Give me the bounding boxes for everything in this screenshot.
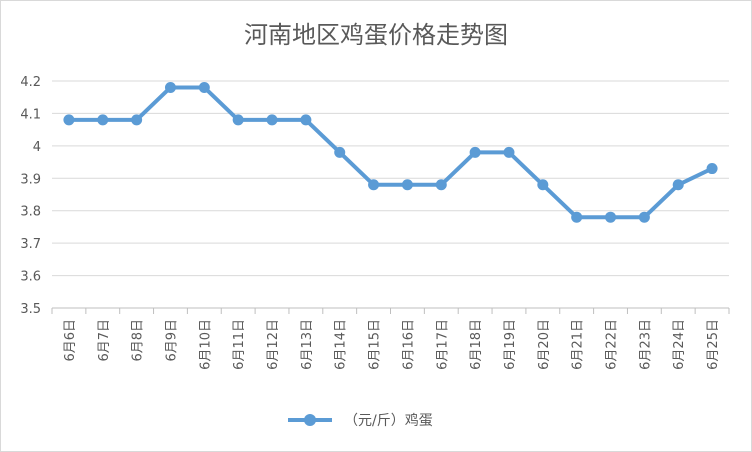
x-tick-label: 6月16日 [401,319,416,370]
data-point[interactable] [706,163,718,175]
x-tick-label: 6月7日 [97,319,112,362]
x-axis [51,307,730,314]
data-point[interactable] [435,179,447,191]
legend[interactable]: （元/斤）鸡蛋 [288,412,433,429]
data-point[interactable] [503,146,515,158]
y-tick-label: 3.7 [20,237,41,252]
data-point[interactable] [63,114,75,126]
data-point[interactable] [368,179,380,191]
x-axis-ticks: 6月6日 6月7日 6月8日 6月9日 6月10日 6月11日 6月12日 6月13日 6月14… [63,319,721,370]
data-point[interactable] [300,114,312,126]
series-line-layer [63,81,718,223]
data-point[interactable] [198,81,210,93]
series-line [66,85,715,220]
x-tick-label: 6月14日 [334,319,349,370]
y-tick-label: 4.2 [20,75,41,90]
data-point[interactable] [131,114,143,126]
x-tick-label: 6月19日 [503,319,518,370]
data-point[interactable] [605,211,617,223]
x-tick-label: 6月15日 [368,319,383,370]
x-tick-label: 6月9日 [164,319,179,362]
x-tick-label: 6月20日 [537,319,552,370]
data-point[interactable] [469,146,481,158]
data-point[interactable] [571,211,583,223]
y-tick-label: 4.1 [20,107,41,122]
x-tick-label: 6月22日 [605,319,620,370]
y-tick-label: 3.6 [20,270,41,285]
y-tick-label: 3.9 [20,172,41,187]
x-tick-label: 6月18日 [469,319,484,370]
gridlines [52,80,729,277]
chart-title: 河南地区鸡蛋价格走势图 [244,21,508,49]
data-point[interactable] [232,114,244,126]
x-tick-label: 6月23日 [638,319,653,370]
x-tick-label: 6月6日 [63,319,78,362]
x-tick-label: 6月11日 [232,319,247,370]
data-point[interactable] [672,179,684,191]
x-tick-label: 6月10日 [198,319,213,370]
y-tick-label: 3.5 [20,302,41,317]
data-point[interactable] [97,114,109,126]
data-point[interactable] [401,179,413,191]
legend-swatch-marker [304,414,316,426]
y-tick-label: 4 [33,140,41,155]
data-point[interactable] [638,211,650,223]
x-tick-label: 6月21日 [571,319,586,370]
x-tick-label: 6月24日 [672,319,687,370]
data-point[interactable] [334,146,346,158]
data-point[interactable] [164,81,176,93]
x-tick-label: 6月13日 [300,319,315,370]
x-tick-label: 6月17日 [435,319,450,370]
x-tick-label: 6月25日 [706,319,721,370]
data-point[interactable] [266,114,278,126]
y-tick-label: 3.8 [20,205,41,220]
x-tick-label: 6月12日 [266,319,281,370]
legend-label: （元/斤）鸡蛋 [344,412,433,429]
y-axis-ticks: 3.5 3.6 3.7 3.8 3.9 4 4.1 4.2 [20,75,41,317]
data-point[interactable] [537,179,549,191]
x-tick-label: 6月8日 [131,319,146,362]
